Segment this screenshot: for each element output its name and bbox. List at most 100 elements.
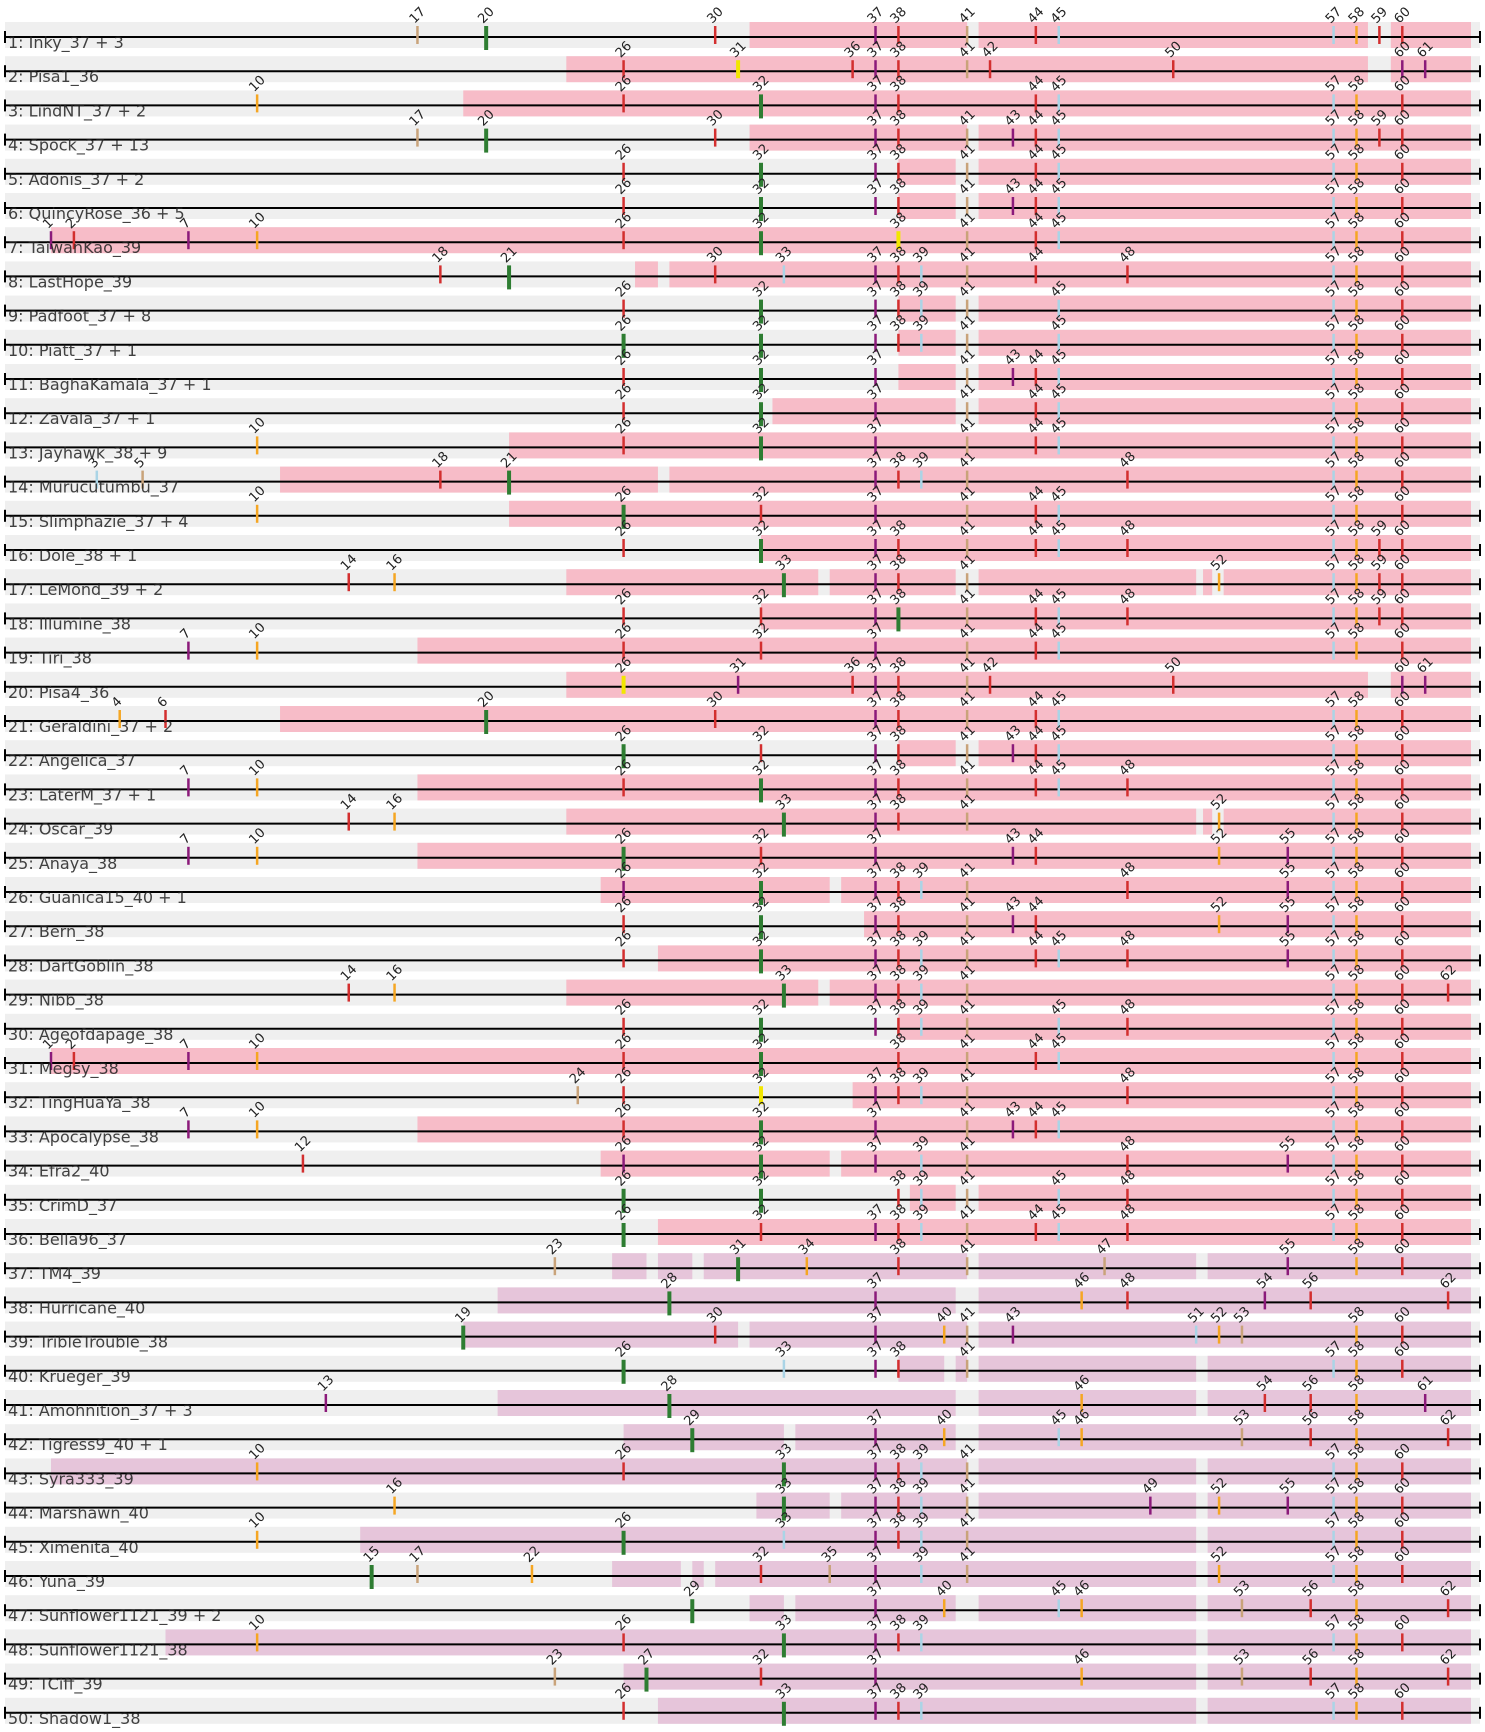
lane-label: 6: QuincyRose_36 + 5 [8,204,185,224]
coverage-bar [1390,22,1471,48]
coverage-bar [756,1492,830,1519]
coverage-bar [978,193,1471,219]
lane-label: 46: Yuna_39 [8,1572,105,1592]
coverage-bar [978,398,1471,425]
coverage-bar [1207,1390,1471,1416]
lane-label: 8: LastHope_39 [8,272,132,292]
coverage-bar [1390,671,1471,698]
lane-label: 30: Ageofdapage_38 [8,1025,173,1045]
track-row: 26 32 37 38 41 44 45 57 58 605: Adonis_37 + 2 [4,141,1481,190]
coverage-bar [749,1595,784,1622]
lane-label: 27: Bern_38 [8,922,104,942]
coverage-bar [1207,1629,1471,1656]
coverage-bar [978,1492,1197,1519]
lane-label: 12: Zavala_37 + 1 [8,409,155,429]
coverage-bar [841,1492,968,1519]
coverage-bar [898,740,956,767]
coverage-bar [612,1561,681,1587]
coverage-bar [978,1424,1471,1451]
coverage-bar [1223,808,1471,835]
coverage-bar [749,1321,968,1348]
lane-label: 37: TM4_39 [8,1264,101,1284]
lane-label: 26: Guanica15_40 + 1 [8,888,187,908]
coverage-bar [623,1663,1197,1690]
lane-label: 36: Bella96_37 [8,1230,127,1250]
coverage-bar [1207,1492,1471,1519]
track-row: 17 20 30 37 38 41 43 44 45 57 58 59 604: Spock_37 + … [4,107,1481,156]
coverage-bar [898,1013,1471,1040]
lane-label: 43: Syra333_39 [8,1469,134,1489]
coverage-bar [1223,569,1471,596]
lane-label: 41: Amohnition_37 + 3 [8,1401,193,1421]
coverage-bar [978,295,1471,322]
lane-label: 48: Sunflower1121_38 [8,1640,188,1660]
coverage-bar [1207,1355,1471,1382]
coverage-bar [657,1219,1471,1245]
coverage-bar [772,398,956,425]
lane-label: 40: Krueger_39 [8,1367,131,1387]
lane-label: 32: TingHuaYa_38 [8,1093,151,1113]
lane-label: 17: LeMond_39 + 2 [8,580,163,600]
lane-label: 44: Marshawn_40 [8,1504,149,1524]
lane-label: 29: Nibb_38 [8,991,104,1011]
coverage-bar [657,1253,693,1280]
coverage-bar [841,877,1471,903]
coverage-bar [566,569,819,596]
coverage-bar [1207,1253,1471,1280]
coverage-bar [978,1287,1471,1314]
lane-label: 2: Pisa1_36 [8,67,99,87]
coverage-bar [566,808,1197,835]
lane-label: 13: Jayhawk_38 + 9 [8,443,167,463]
coverage-bar [978,1184,1471,1211]
coverage-bar [1203,569,1213,596]
lane-label: 42: Tigress9_40 + 1 [8,1435,168,1455]
coverage-bar [1207,1458,1471,1485]
coverage-bar [360,1526,1197,1553]
lane-label: 28: DartGoblin_38 [8,956,154,976]
coverage-bar [978,22,1368,48]
lane-label: 4: Spock_37 + 13 [8,136,149,156]
coverage-bar [978,1321,1471,1348]
lane-label: 24: Oscar_39 [8,820,113,840]
coverage-bar [978,740,1471,767]
coverage-bar [978,1595,1197,1622]
lane-label: 16: Dole_38 + 1 [8,546,137,566]
lane-label: 50: Shadow1_38 [8,1709,141,1729]
coverage-bar [909,1184,956,1211]
lane-label: 1: Inky_37 + 3 [8,33,124,53]
lane-label: 25: Anaya_38 [8,854,117,874]
coverage-bar [1207,1526,1471,1553]
coverage-bar [669,261,1471,288]
coverage-bar [978,124,1471,151]
coverage-bar [978,1355,1197,1382]
lane-label: 34: Efra2_40 [8,1162,110,1182]
coverage-bar [761,603,1471,630]
coverage-bar [898,193,956,219]
track-row: 26 31 36 37 38 41 42 50 60 612: Pisa1_36 [4,39,1481,87]
track-row: 1 2 7 10 26 32 38 41 44 45 57 58 607: TaiwanKao_39 [4,210,1481,258]
lane-label: 15: Slimphazie_37 + 4 [8,512,188,532]
coverage-bar [715,1561,1197,1587]
coverage-bar [864,911,1471,938]
lane-label: 21: Geraldini_37 + 2 [8,717,173,737]
